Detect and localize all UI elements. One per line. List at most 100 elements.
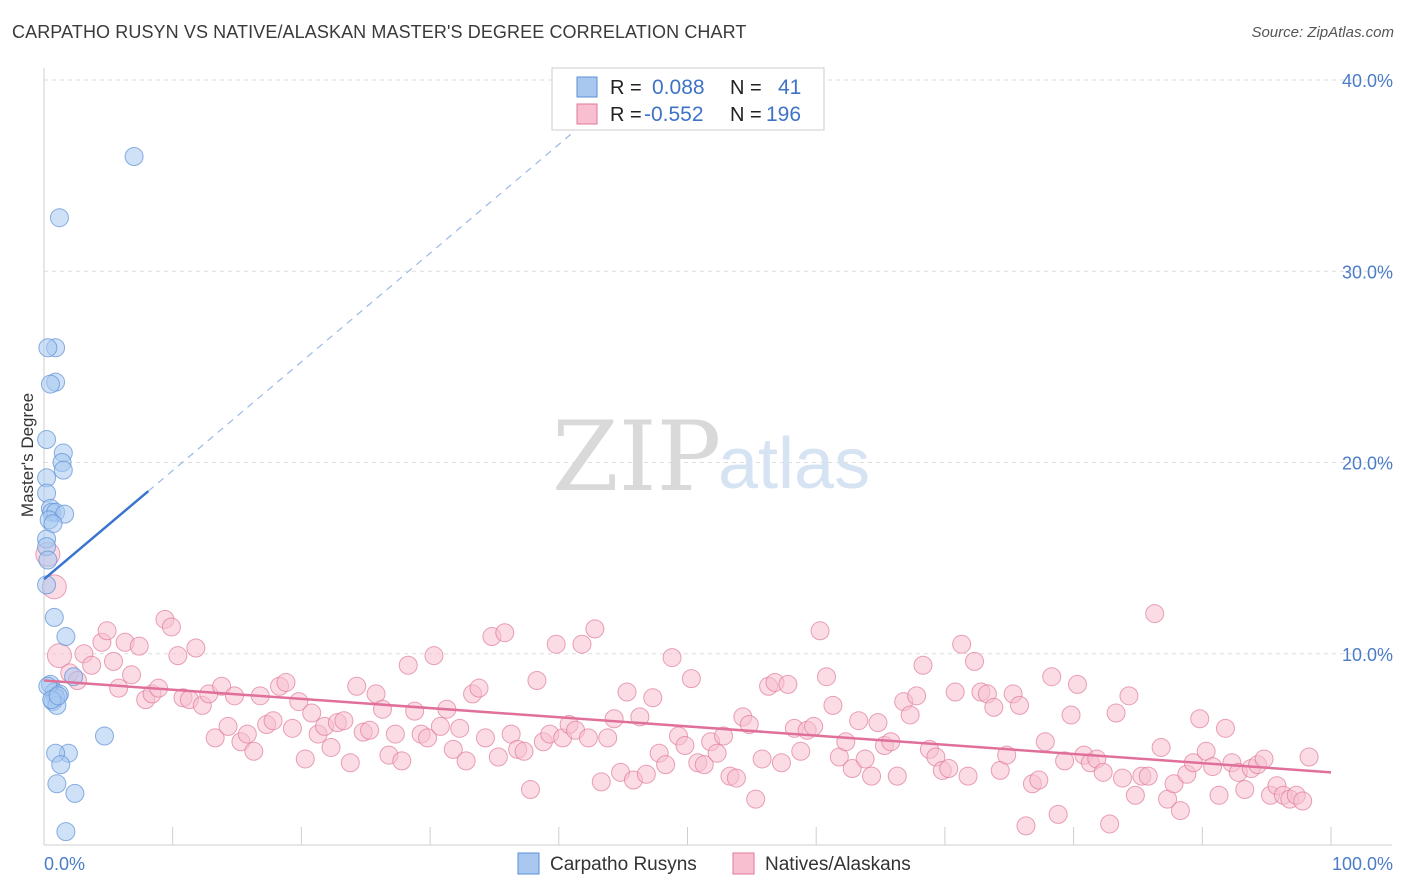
source-label: Source: ZipAtlas.com [1251, 24, 1394, 41]
native-point-43 [321, 737, 341, 757]
native-point-113 [771, 753, 791, 773]
y-tick-label-2: 30.0% [1342, 262, 1393, 282]
native-point-53 [385, 724, 405, 744]
native-point-143 [965, 651, 985, 671]
native-point-153 [1029, 770, 1049, 790]
native-point-25 [205, 728, 225, 748]
native-point-124 [842, 759, 862, 778]
native-point-141 [952, 634, 972, 654]
native-point-142 [958, 766, 978, 786]
legend-n-value-1: 196 [766, 103, 801, 126]
legend-swatch-1 [576, 103, 598, 125]
native-point-85 [591, 772, 611, 792]
native-point-26 [212, 676, 232, 696]
bottom-legend: Carpatho Rusyns Natives/Alaskans [517, 852, 911, 875]
trend-lines [43, 133, 1332, 774]
native-point-37 [282, 718, 302, 738]
native-point-101 [694, 755, 714, 775]
native-point-172 [1151, 737, 1171, 757]
legend-r-label-0: R = [610, 77, 642, 99]
legend-r-value-1: -0.552 [644, 103, 704, 126]
native-point-59 [424, 646, 444, 666]
native-point-128 [868, 713, 888, 733]
native-point-195 [1299, 747, 1319, 767]
native-point-96 [662, 648, 682, 668]
native-point-134 [907, 686, 927, 706]
rusyn-point-40 [48, 686, 68, 706]
native-point-93 [643, 688, 663, 708]
y-axis-label: Master's Degree [18, 393, 37, 517]
native-point-18 [161, 617, 181, 637]
native-point-30 [237, 724, 257, 744]
native-point-158 [1061, 705, 1081, 725]
native-point-46 [340, 753, 360, 773]
native-point-135 [913, 655, 933, 675]
rusyn-point-22 [44, 607, 64, 627]
legend-n-value-0: 41 [778, 76, 801, 99]
rusyn-point-9 [53, 460, 73, 480]
rusyn-point-20 [38, 550, 58, 570]
native-point-56 [405, 701, 425, 721]
y-tick-label-3: 40.0% [1342, 71, 1393, 91]
native-point-114 [778, 674, 798, 694]
native-point-108 [739, 715, 759, 735]
native-point-133 [900, 705, 920, 725]
native-point-49 [360, 720, 380, 740]
native-point-92 [636, 764, 656, 784]
native-point-22 [186, 638, 206, 658]
rusyn-point-3 [38, 338, 58, 358]
legend-swatch-0 [576, 76, 598, 98]
native-point-62 [443, 739, 463, 759]
native-point-78 [546, 634, 566, 654]
native-point-156 [1048, 804, 1068, 824]
native-point-168 [1125, 785, 1145, 805]
tick-labels: 10.0% 20.0% 30.0% 40.0% 0.0% 100.0% [44, 71, 1393, 874]
native-point-104 [714, 726, 734, 746]
native-point-123 [836, 732, 856, 752]
native-point-121 [823, 695, 843, 715]
native-point-154 [1035, 732, 1055, 752]
native-point-63 [450, 718, 470, 738]
native-point-40 [302, 703, 322, 723]
native-point-36 [276, 672, 296, 692]
native-point-106 [726, 768, 746, 788]
native-trend-line [43, 679, 1332, 774]
rusyn-point-31 [94, 726, 114, 746]
grid-lines [44, 79, 1392, 655]
native-point-170 [1138, 766, 1158, 786]
native-point-98 [675, 736, 695, 756]
native-point-75 [527, 671, 547, 691]
native-point-74 [520, 780, 540, 800]
rusyn-point-5 [40, 374, 60, 394]
rusyn-point-23 [56, 627, 76, 647]
chart-title: CARPATHO RUSYN VS NATIVE/ALASKAN MASTER'… [12, 22, 747, 42]
native-point-109 [746, 789, 766, 809]
native-point-125 [849, 711, 869, 731]
rusyn-point-34 [51, 755, 71, 775]
native-point-31 [244, 741, 264, 761]
native-point-140 [945, 682, 965, 702]
native-point-131 [887, 766, 907, 786]
native-point-95 [656, 755, 676, 775]
bottom-legend-swatch-1 [732, 852, 755, 875]
native-point-120 [816, 667, 836, 687]
bottom-legend-swatch-0 [517, 852, 540, 875]
native-point-174 [1164, 774, 1184, 794]
native-point-91 [630, 707, 650, 727]
native-point-73 [514, 741, 534, 761]
native-point-89 [617, 682, 637, 702]
native-point-51 [372, 699, 392, 719]
legend-n-label-1: N = [730, 104, 762, 126]
watermark: ZIP atlas [552, 401, 870, 513]
bottom-legend-label-0: Carpatho Rusyns [550, 854, 697, 875]
native-point-69 [488, 747, 508, 767]
native-point-10 [109, 678, 129, 698]
native-point-34 [263, 711, 283, 731]
rusyn-trend-extension [147, 133, 573, 492]
native-point-151 [1016, 816, 1036, 836]
legend-r-value-0: 0.088 [652, 76, 705, 99]
bottom-legend-label-1: Natives/Alaskans [765, 854, 911, 875]
native-point-110 [752, 749, 772, 769]
native-point-67 [475, 728, 495, 748]
